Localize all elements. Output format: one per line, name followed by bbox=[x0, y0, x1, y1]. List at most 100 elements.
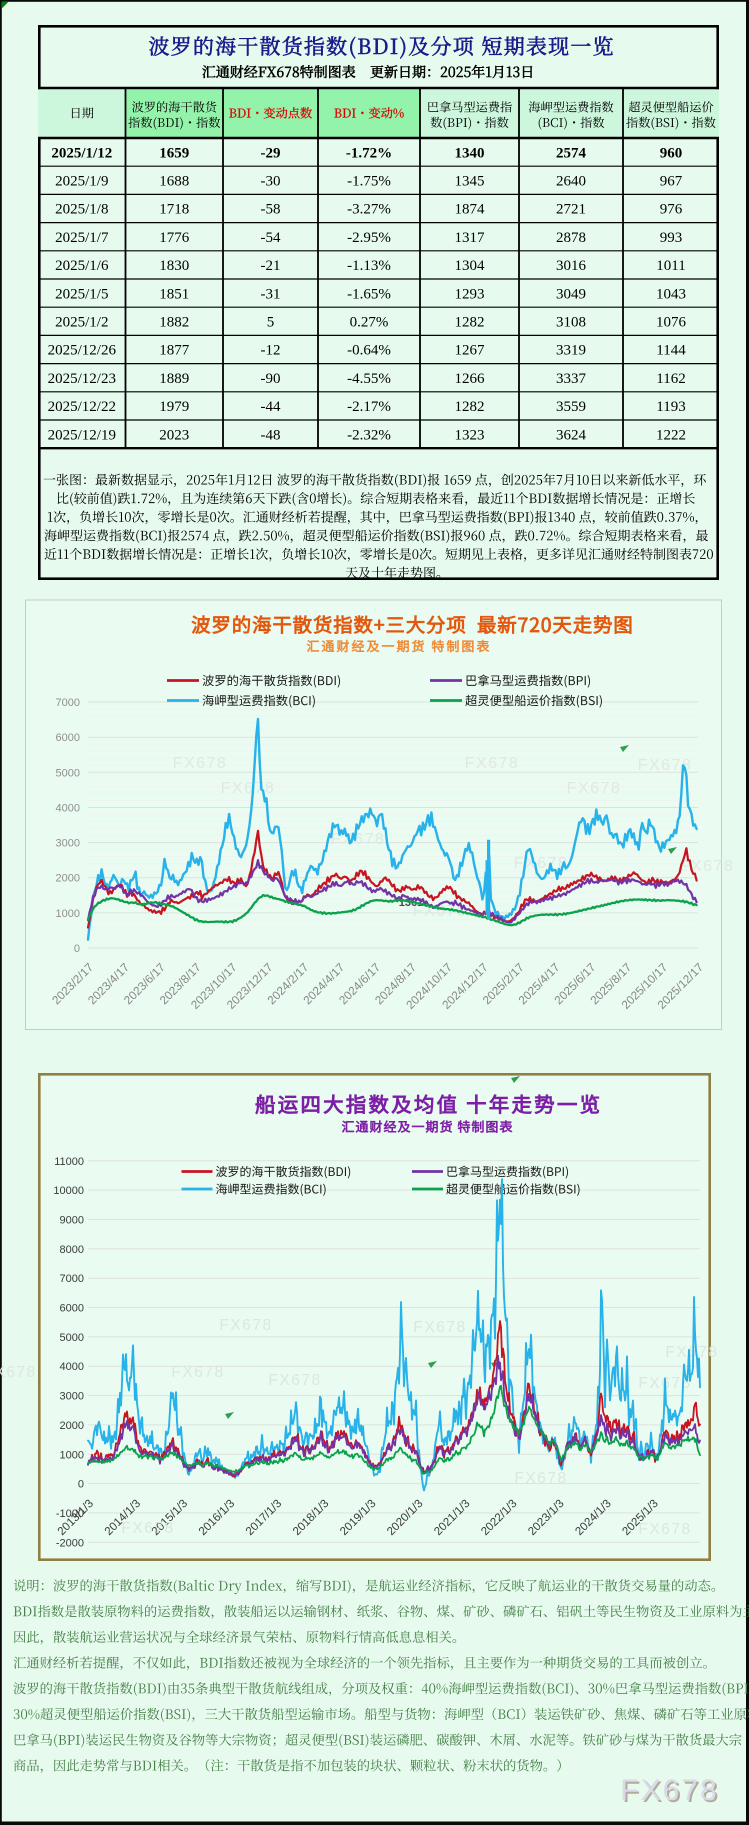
svg-text:3624: 3624 bbox=[556, 427, 587, 443]
svg-text:1718: 1718 bbox=[159, 202, 189, 218]
svg-text:-29: -29 bbox=[261, 145, 281, 161]
svg-text:FX678: FX678 bbox=[0, 1364, 37, 1381]
svg-text:1882: 1882 bbox=[159, 315, 189, 331]
svg-text:1659: 1659 bbox=[159, 145, 189, 161]
svg-text:5: 5 bbox=[267, 315, 275, 331]
svg-text:2025/1/12: 2025/1/12 bbox=[51, 145, 112, 161]
svg-text:-21: -21 bbox=[261, 258, 281, 274]
svg-text:5000: 5000 bbox=[56, 767, 80, 779]
svg-text:FX678: FX678 bbox=[465, 755, 520, 772]
svg-text:-1.75%: -1.75% bbox=[347, 174, 391, 190]
svg-text:1877: 1877 bbox=[159, 343, 190, 359]
svg-text:-2.17%: -2.17% bbox=[347, 399, 391, 415]
svg-text:-1.65%: -1.65% bbox=[347, 286, 391, 302]
svg-text:2000: 2000 bbox=[56, 873, 80, 885]
svg-text:1282: 1282 bbox=[455, 315, 485, 331]
svg-text:1304: 1304 bbox=[455, 258, 486, 274]
svg-text:1830: 1830 bbox=[159, 258, 189, 274]
svg-text:1043: 1043 bbox=[656, 286, 686, 302]
svg-text:1076: 1076 bbox=[656, 315, 687, 331]
svg-text:967: 967 bbox=[660, 174, 683, 190]
svg-text:1317: 1317 bbox=[455, 230, 486, 246]
svg-text:2025/1/8: 2025/1/8 bbox=[55, 202, 108, 218]
svg-text:3016: 3016 bbox=[556, 258, 587, 274]
svg-text:FX678: FX678 bbox=[171, 1364, 224, 1381]
svg-text:2025/1/5: 2025/1/5 bbox=[55, 286, 108, 302]
svg-text:3049: 3049 bbox=[556, 286, 586, 302]
svg-text:3000: 3000 bbox=[56, 838, 80, 850]
svg-text:FX678: FX678 bbox=[219, 1317, 272, 1334]
svg-text:-1000: -1000 bbox=[56, 1508, 84, 1520]
svg-text:-12: -12 bbox=[261, 343, 281, 359]
svg-text:-2000: -2000 bbox=[56, 1537, 84, 1549]
svg-text:1688: 1688 bbox=[159, 174, 189, 190]
svg-text:FX678: FX678 bbox=[638, 757, 693, 774]
svg-text:1345: 1345 bbox=[455, 174, 485, 190]
svg-text:2574: 2574 bbox=[556, 145, 587, 161]
svg-text:1851: 1851 bbox=[159, 286, 189, 302]
svg-text:-90: -90 bbox=[261, 371, 281, 387]
svg-text:3559: 3559 bbox=[556, 399, 586, 415]
svg-text:1889: 1889 bbox=[159, 371, 189, 387]
svg-text:-48: -48 bbox=[261, 427, 281, 443]
svg-text:7000: 7000 bbox=[56, 697, 80, 709]
svg-text:2023: 2023 bbox=[159, 427, 189, 443]
svg-text:993: 993 bbox=[660, 230, 683, 246]
svg-text:FX678: FX678 bbox=[638, 1521, 691, 1538]
svg-text:1000: 1000 bbox=[60, 1449, 84, 1461]
svg-text:-0.64%: -0.64% bbox=[347, 343, 391, 359]
svg-text:4000: 4000 bbox=[60, 1361, 84, 1373]
svg-text:3337: 3337 bbox=[556, 371, 587, 387]
svg-text:2025/12/19: 2025/12/19 bbox=[48, 427, 116, 443]
svg-text:9000: 9000 bbox=[60, 1215, 84, 1227]
svg-text:6000: 6000 bbox=[60, 1303, 84, 1315]
svg-text:-58: -58 bbox=[261, 202, 281, 218]
svg-text:-2.32%: -2.32% bbox=[347, 427, 391, 443]
svg-text:FX678: FX678 bbox=[221, 780, 276, 797]
svg-text:FX678: FX678 bbox=[620, 1774, 718, 1807]
svg-text:-3.27%: -3.27% bbox=[347, 202, 391, 218]
svg-text:2000: 2000 bbox=[60, 1420, 84, 1432]
svg-text:1193: 1193 bbox=[656, 399, 685, 415]
svg-text:1323: 1323 bbox=[455, 427, 485, 443]
svg-text:FX678: FX678 bbox=[331, 831, 386, 848]
svg-text:1776: 1776 bbox=[159, 230, 190, 246]
svg-text:-54: -54 bbox=[261, 230, 281, 246]
svg-text:FX678: FX678 bbox=[514, 1470, 567, 1487]
svg-text:3000: 3000 bbox=[60, 1391, 84, 1403]
svg-text:960: 960 bbox=[660, 145, 683, 161]
svg-text:2640: 2640 bbox=[556, 174, 586, 190]
svg-text:1282: 1282 bbox=[455, 399, 485, 415]
svg-text:1979: 1979 bbox=[159, 399, 189, 415]
svg-text:2878: 2878 bbox=[556, 230, 586, 246]
svg-text:1340: 1340 bbox=[455, 145, 485, 161]
svg-text:FX678: FX678 bbox=[413, 903, 468, 920]
svg-text:7000: 7000 bbox=[60, 1273, 84, 1285]
svg-text:FX678: FX678 bbox=[413, 1319, 466, 1336]
svg-text:2025/12/22: 2025/12/22 bbox=[48, 399, 116, 415]
svg-text:2025/12/26: 2025/12/26 bbox=[48, 343, 117, 359]
svg-text:FX678: FX678 bbox=[268, 1372, 321, 1389]
svg-text:2025/1/6: 2025/1/6 bbox=[55, 258, 109, 274]
svg-text:2025/12/23: 2025/12/23 bbox=[48, 371, 116, 387]
svg-text:11000: 11000 bbox=[54, 1156, 84, 1168]
svg-text:6000: 6000 bbox=[56, 732, 80, 744]
svg-text:1874: 1874 bbox=[455, 202, 486, 218]
svg-text:FX678: FX678 bbox=[121, 1520, 174, 1537]
svg-text:1162: 1162 bbox=[656, 371, 685, 387]
svg-text:FX678: FX678 bbox=[567, 780, 622, 797]
svg-text:1222: 1222 bbox=[656, 427, 686, 443]
svg-text:1000: 1000 bbox=[56, 908, 80, 920]
svg-text:-1.72%: -1.72% bbox=[346, 145, 392, 161]
svg-text:1266: 1266 bbox=[455, 371, 486, 387]
svg-text:-2.95%: -2.95% bbox=[347, 230, 391, 246]
svg-text:-4.55%: -4.55% bbox=[347, 371, 391, 387]
svg-text:FX678: FX678 bbox=[514, 855, 569, 872]
svg-text:-30: -30 bbox=[261, 174, 281, 190]
svg-text:8000: 8000 bbox=[60, 1244, 84, 1256]
svg-text:FX678: FX678 bbox=[622, 1776, 720, 1809]
svg-text:2025/1/7: 2025/1/7 bbox=[55, 230, 109, 246]
svg-text:1011: 1011 bbox=[656, 258, 685, 274]
svg-text:0: 0 bbox=[74, 943, 80, 955]
svg-text:0: 0 bbox=[78, 1479, 84, 1491]
